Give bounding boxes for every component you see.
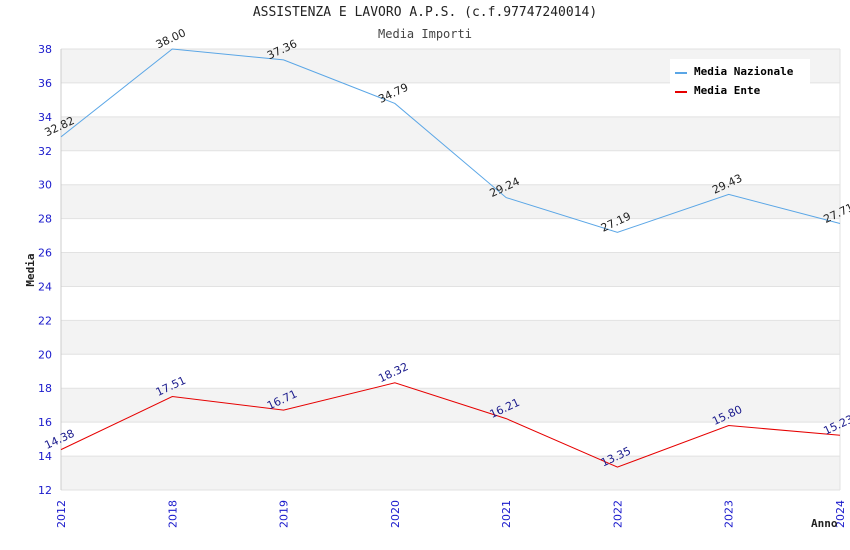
y-axis-ticks: 12 14 16 18 20 22 24 26 28 30 32 34 36 38 bbox=[38, 43, 52, 497]
grid-band bbox=[61, 252, 840, 287]
y-tick-label: 14 bbox=[38, 450, 52, 463]
grid-band bbox=[61, 184, 840, 219]
y-tick-label: 34 bbox=[38, 111, 52, 124]
x-tick-label: 2020 bbox=[389, 500, 402, 528]
y-tick-label: 32 bbox=[38, 145, 52, 158]
series-lines bbox=[60, 48, 841, 468]
y-tick-label: 12 bbox=[38, 484, 52, 497]
chart-title: ASSISTENZA E LAVORO A.P.S. (c.f.97747240… bbox=[252, 5, 598, 20]
x-tick-label: 2022 bbox=[611, 500, 624, 528]
grid-band bbox=[61, 388, 840, 423]
grid-band bbox=[61, 320, 840, 355]
grid-band bbox=[61, 116, 840, 151]
y-axis-label: Media bbox=[24, 253, 37, 286]
y-tick-label: 28 bbox=[38, 213, 52, 226]
grid-band bbox=[61, 456, 840, 490]
y-tick-label: 20 bbox=[38, 348, 52, 361]
y-tick-label: 16 bbox=[38, 416, 52, 429]
data-label-nazionale: 38.00 bbox=[154, 26, 188, 51]
x-tick-label: 2018 bbox=[166, 500, 179, 528]
y-tick-label: 22 bbox=[38, 314, 52, 327]
y-tick-label: 26 bbox=[38, 247, 52, 260]
y-tick-label: 38 bbox=[38, 43, 52, 56]
x-tick-label: 2023 bbox=[723, 500, 736, 528]
y-tick-label: 36 bbox=[38, 77, 52, 90]
x-tick-label: 2012 bbox=[55, 500, 68, 528]
x-tick-label: 2021 bbox=[500, 500, 513, 528]
x-axis-label: Anno bbox=[811, 517, 838, 530]
chart-subtitle: Media Importi bbox=[378, 27, 472, 41]
legend-label-ente: Media Ente bbox=[694, 84, 761, 97]
y-tick-label: 30 bbox=[38, 179, 52, 192]
y-tick-label: 18 bbox=[38, 382, 52, 395]
legend: Media Nazionale Media Ente bbox=[670, 59, 810, 101]
legend-box bbox=[670, 59, 810, 101]
legend-label-nazionale: Media Nazionale bbox=[694, 65, 794, 78]
series-line-nazionale bbox=[60, 48, 841, 233]
series-line-ente bbox=[60, 382, 841, 468]
grid-bands bbox=[60, 48, 841, 491]
x-tick-label: 2019 bbox=[278, 500, 291, 528]
y-tick-label: 24 bbox=[38, 280, 52, 293]
x-axis-ticks: 2012 2018 2019 2020 2021 2022 2023 2024 bbox=[55, 500, 847, 528]
x-tick-label: 2024 bbox=[834, 500, 847, 528]
